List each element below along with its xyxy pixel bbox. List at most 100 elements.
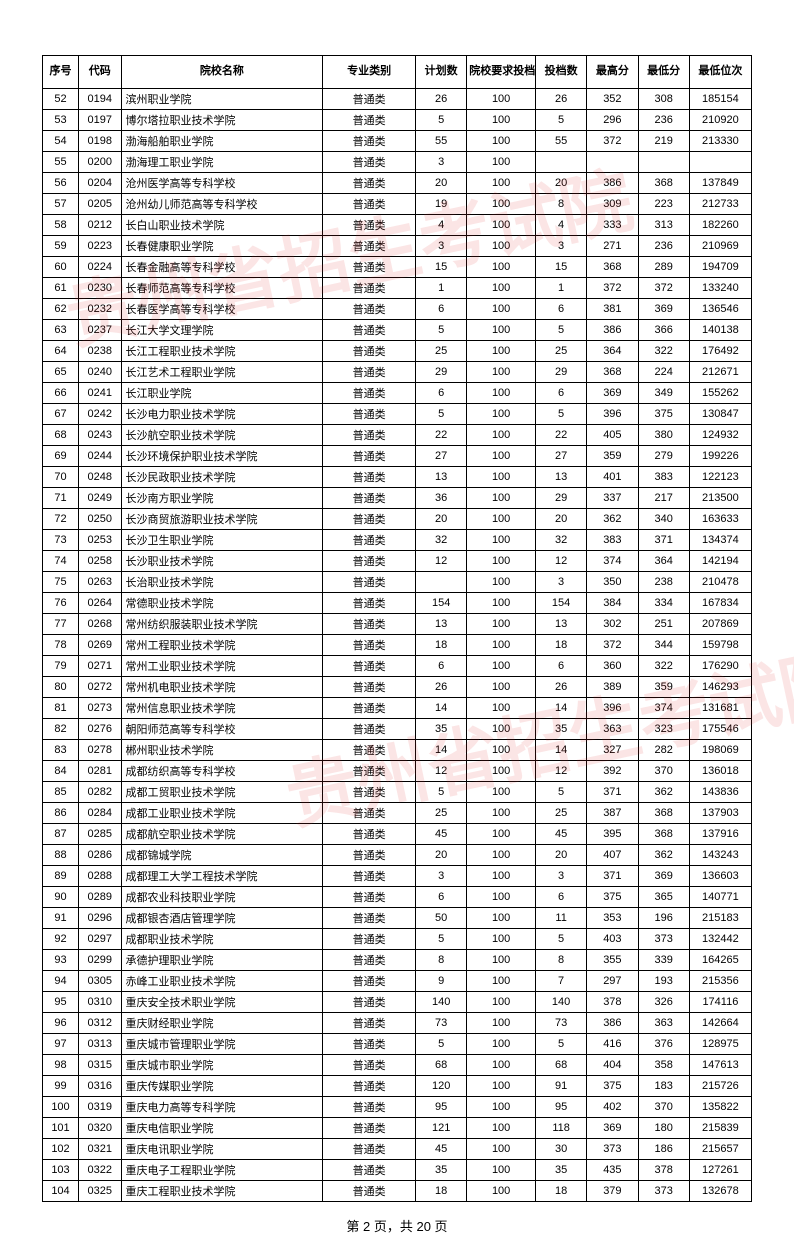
table-row: 740258长沙职业技术学院普通类1210012374364142194 xyxy=(43,551,752,572)
table-cell: 13 xyxy=(535,614,586,635)
table-cell: 5 xyxy=(535,320,586,341)
table-cell: 383 xyxy=(638,467,689,488)
table-cell: 6 xyxy=(416,887,467,908)
table-cell: 长沙职业技术学院 xyxy=(121,551,323,572)
table-row: 880286成都锦城学院普通类2010020407362143243 xyxy=(43,845,752,866)
table-cell: 142664 xyxy=(689,1013,751,1034)
table-cell: 95 xyxy=(535,1097,586,1118)
table-cell: 27 xyxy=(535,446,586,467)
table-cell: 372 xyxy=(587,131,638,152)
table-row: 780269常州工程职业技术学院普通类1810018372344159798 xyxy=(43,635,752,656)
table-cell: 渤海船舶职业学院 xyxy=(121,131,323,152)
table-cell: 100 xyxy=(467,866,536,887)
table-cell: 普通类 xyxy=(323,950,416,971)
table-cell: 387 xyxy=(587,803,638,824)
table-cell: 常州工程职业技术学院 xyxy=(121,635,323,656)
table-cell: 成都工贸职业技术学院 xyxy=(121,782,323,803)
table-cell: 213500 xyxy=(689,488,751,509)
table-cell: 4 xyxy=(535,215,586,236)
table-cell: 373 xyxy=(638,1181,689,1202)
table-cell: 0263 xyxy=(78,572,121,593)
table-row: 640238长江工程职业技术学院普通类2510025364322176492 xyxy=(43,341,752,362)
table-cell: 378 xyxy=(638,1160,689,1181)
table-cell: 0240 xyxy=(78,362,121,383)
table-cell: 369 xyxy=(587,383,638,404)
table-cell: 45 xyxy=(416,824,467,845)
table-cell: 100 xyxy=(467,635,536,656)
table-cell: 100 xyxy=(467,446,536,467)
table-cell: 0285 xyxy=(78,824,121,845)
table-cell: 普通类 xyxy=(323,866,416,887)
table-cell: 25 xyxy=(535,341,586,362)
table-cell: 0286 xyxy=(78,845,121,866)
table-row: 580212长白山职业技术学院普通类41004333313182260 xyxy=(43,215,752,236)
table-cell: 386 xyxy=(587,320,638,341)
table-cell: 176492 xyxy=(689,341,751,362)
table-cell: 0241 xyxy=(78,383,121,404)
table-cell: 100 xyxy=(467,467,536,488)
table-cell: 6 xyxy=(535,887,586,908)
table-cell: 5 xyxy=(416,110,467,131)
table-cell: 339 xyxy=(638,950,689,971)
table-cell: 371 xyxy=(587,782,638,803)
table-cell: 349 xyxy=(638,383,689,404)
table-cell: 62 xyxy=(43,299,79,320)
table-cell: 0212 xyxy=(78,215,121,236)
table-cell: 86 xyxy=(43,803,79,824)
table-cell: 326 xyxy=(638,992,689,1013)
table-cell: 3 xyxy=(416,152,467,173)
table-cell: 0325 xyxy=(78,1181,121,1202)
table-cell: 长沙民政职业技术学院 xyxy=(121,467,323,488)
table-cell: 普通类 xyxy=(323,236,416,257)
table-cell: 360 xyxy=(587,656,638,677)
table-cell: 364 xyxy=(638,551,689,572)
table-cell: 4 xyxy=(416,215,467,236)
table-cell: 94 xyxy=(43,971,79,992)
table-cell: 0249 xyxy=(78,488,121,509)
table-cell: 0268 xyxy=(78,614,121,635)
table-cell: 380 xyxy=(638,425,689,446)
table-cell: 100 xyxy=(467,677,536,698)
table-cell: 普通类 xyxy=(323,740,416,761)
table-cell: 0230 xyxy=(78,278,121,299)
table-cell: 96 xyxy=(43,1013,79,1034)
table-cell: 120 xyxy=(416,1076,467,1097)
table-row: 970313重庆城市管理职业学院普通类51005416376128975 xyxy=(43,1034,752,1055)
table-cell: 358 xyxy=(638,1055,689,1076)
table-cell: 128975 xyxy=(689,1034,751,1055)
page-footer: 第 2 页，共 20 页 xyxy=(42,1216,752,1235)
table-header: 序号 代码 院校名称 专业类别 计划数 院校要求投档比例(%) 投档数 最高分 … xyxy=(43,56,752,89)
table-cell: 5 xyxy=(416,404,467,425)
table-cell: 14 xyxy=(535,698,586,719)
table-cell: 67 xyxy=(43,404,79,425)
table-cell: 0238 xyxy=(78,341,121,362)
table-cell: 174116 xyxy=(689,992,751,1013)
table-cell: 0264 xyxy=(78,593,121,614)
table-row: 940305赤峰工业职业技术学院普通类91007297193215356 xyxy=(43,971,752,992)
table-cell: 297 xyxy=(587,971,638,992)
table-cell: 长江艺术工程职业学院 xyxy=(121,362,323,383)
table-cell: 0296 xyxy=(78,908,121,929)
table-cell: 重庆城市职业学院 xyxy=(121,1055,323,1076)
table-cell: 12 xyxy=(416,551,467,572)
table-cell: 163633 xyxy=(689,509,751,530)
table-cell: 322 xyxy=(638,341,689,362)
table-cell: 0321 xyxy=(78,1139,121,1160)
data-table: 序号 代码 院校名称 专业类别 计划数 院校要求投档比例(%) 投档数 最高分 … xyxy=(42,55,752,1202)
table-cell: 100 xyxy=(467,698,536,719)
table-cell: 84 xyxy=(43,761,79,782)
table-cell: 95 xyxy=(43,992,79,1013)
table-cell: 381 xyxy=(587,299,638,320)
table-cell: 378 xyxy=(587,992,638,1013)
table-cell: 140 xyxy=(416,992,467,1013)
table-cell: 长江工程职业技术学院 xyxy=(121,341,323,362)
table-cell: 77 xyxy=(43,614,79,635)
table-cell: 131681 xyxy=(689,698,751,719)
table-cell: 198069 xyxy=(689,740,751,761)
table-cell: 普通类 xyxy=(323,761,416,782)
table-cell: 215657 xyxy=(689,1139,751,1160)
table-row: 600224长春金融高等专科学校普通类1510015368289194709 xyxy=(43,257,752,278)
table-cell: 68 xyxy=(43,425,79,446)
table-cell: 沧州医学高等专科学校 xyxy=(121,173,323,194)
table-cell: 成都农业科技职业学院 xyxy=(121,887,323,908)
